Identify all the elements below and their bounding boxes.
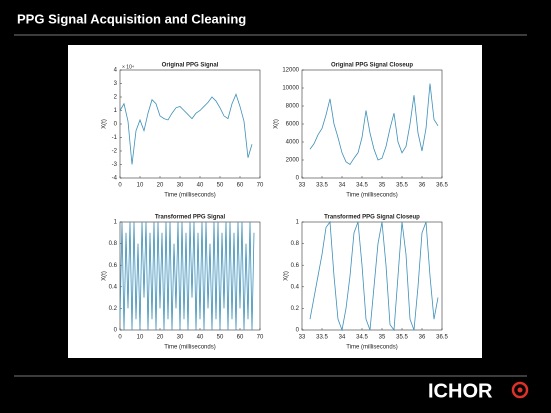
y-tick-label: -4: [112, 176, 118, 182]
x-tick-label: 10: [137, 335, 144, 341]
y-tick-label: 0.6: [109, 263, 118, 269]
x-tick-label: 0: [118, 335, 122, 341]
y-tick-label: 4000: [286, 140, 300, 146]
y-tick-label: 0: [114, 328, 118, 334]
y-tick-label: 0: [296, 176, 300, 182]
y-tick-label: -3: [112, 162, 118, 168]
y-exponent: × 10⁴: [122, 64, 134, 70]
y-tick-label: 2000: [286, 158, 300, 164]
x-tick-label: 35.5: [396, 335, 408, 341]
x-tick-label: 33.5: [316, 335, 328, 341]
x-tick-label: 50: [217, 183, 224, 189]
x-tick-label: 35: [379, 183, 386, 189]
y-tick-label: 1: [114, 220, 118, 226]
y-tick-label: 3: [114, 81, 118, 87]
chart-title: Transformed PPG Signal Closeup: [324, 215, 420, 221]
y-tick-label: 0.6: [291, 263, 300, 269]
y-tick-label: -1: [112, 135, 118, 141]
y-tick-label: 0.2: [291, 306, 300, 312]
x-tick-label: 36: [419, 335, 426, 341]
logo-icon: [511, 381, 529, 399]
y-tick-label: 0.4: [109, 284, 118, 290]
x-tick-label: 35: [379, 335, 386, 341]
signal-line: [119, 221, 255, 331]
y-tick-label: 0.8: [291, 241, 300, 247]
slide-title: PPG Signal Acquisition and Cleaning: [17, 11, 246, 26]
y-tick-label: 0: [296, 328, 300, 334]
y-tick-label: 1: [114, 108, 118, 114]
x-tick-label: 60: [237, 183, 244, 189]
x-tick-label: 35.5: [396, 183, 408, 189]
y-tick-label: 4: [114, 68, 118, 74]
x-tick-label: 36: [419, 183, 426, 189]
x-tick-label: 40: [197, 335, 204, 341]
y-tick-label: 10000: [282, 86, 299, 92]
y-axis-label: X(t): [102, 271, 108, 281]
y-axis-label: X(t): [102, 119, 108, 129]
logo-icon: [517, 387, 523, 393]
x-axis-label: Time (milliseconds): [164, 193, 215, 199]
y-tick-label: 1: [296, 220, 300, 226]
signal-line: [119, 93, 253, 165]
x-tick-label: 36.5: [436, 183, 448, 189]
plot-area: [119, 69, 261, 179]
x-tick-label: 34.5: [356, 183, 368, 189]
x-tick-label: 30: [177, 335, 184, 341]
x-tick-label: 33: [299, 335, 306, 341]
x-tick-label: 60: [237, 335, 244, 341]
x-tick-label: 34: [339, 335, 346, 341]
y-tick-label: -2: [112, 149, 118, 155]
y-tick-label: 0.8: [109, 241, 118, 247]
x-tick-label: 10: [137, 183, 144, 189]
x-tick-label: 40: [197, 183, 204, 189]
x-axis-label: Time (milliseconds): [164, 345, 215, 351]
x-tick-label: 33: [299, 183, 306, 189]
plot-area: [301, 221, 443, 331]
y-axis-label: X(t): [274, 119, 280, 129]
x-tick-label: 34: [339, 183, 346, 189]
x-tick-label: 50: [217, 335, 224, 341]
y-tick-label: 12000: [282, 68, 299, 74]
x-axis-label: Time (milliseconds): [346, 345, 397, 351]
y-tick-label: 0: [114, 122, 118, 128]
chart-title: Original PPG Signal: [162, 63, 219, 69]
x-tick-label: 70: [257, 335, 264, 341]
x-tick-label: 30: [177, 183, 184, 189]
y-tick-label: 8000: [286, 104, 300, 110]
y-tick-label: 0.2: [109, 306, 118, 312]
signal-line: [309, 220, 439, 332]
x-tick-label: 20: [157, 183, 164, 189]
signal-line: [309, 83, 439, 166]
logo-text: ICHOR: [428, 380, 493, 402]
y-tick-label: 0.4: [291, 284, 300, 290]
y-tick-label: 2: [114, 95, 118, 101]
y-tick-label: 6000: [286, 122, 300, 128]
y-axis-label: X(t): [284, 271, 290, 281]
chart-title: Transformed PPG Signal: [155, 215, 226, 221]
x-tick-label: 0: [118, 183, 122, 189]
x-tick-label: 33.5: [316, 183, 328, 189]
x-tick-label: 70: [257, 183, 264, 189]
x-tick-label: 34.5: [356, 335, 368, 341]
x-axis-label: Time (milliseconds): [346, 193, 397, 199]
x-tick-label: 20: [157, 335, 164, 341]
charts: Original PPG Signal Time (milliseconds) X(…: [102, 63, 449, 351]
x-tick-label: 36.5: [436, 335, 448, 341]
chart-title: Original PPG Signal Closeup: [331, 63, 413, 69]
